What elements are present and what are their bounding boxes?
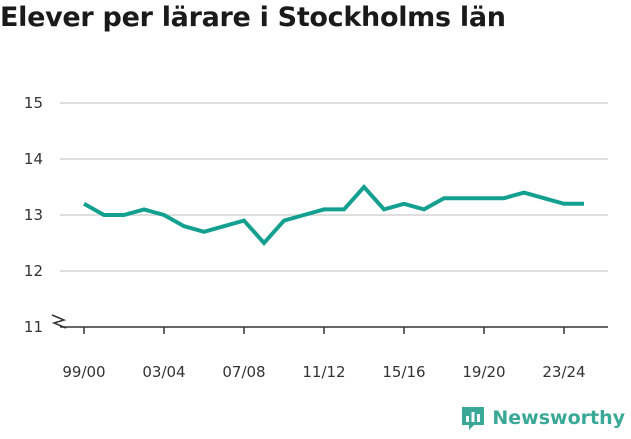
x-tick-label: 15/16 [382, 363, 425, 381]
y-tick-label: 11 [24, 318, 43, 336]
y-tick-label: 12 [24, 262, 43, 280]
newsworthy-logo-icon [462, 407, 485, 430]
x-tick-label: 23/24 [542, 363, 585, 381]
y-tick-label: 13 [24, 206, 43, 224]
y-tick-label: 15 [24, 94, 43, 112]
gridlines [60, 102, 608, 272]
x-tick-label: 07/08 [222, 363, 265, 381]
axis-break-icon [51, 314, 67, 329]
brand-logo: Newsworthy [460, 405, 625, 431]
x-tick-label: 19/20 [462, 363, 505, 381]
x-tick-label: 03/04 [142, 363, 185, 381]
x-tick-label: 99/00 [62, 363, 105, 381]
axis-break-mark [51, 314, 67, 329]
chart-title: Elever per lärare i Stockholms län [0, 2, 506, 33]
y-axis-labels: 11 12 13 14 15 [24, 94, 43, 336]
x-tick-label: 11/12 [302, 363, 345, 381]
brand-name: Newsworthy [492, 407, 625, 429]
series-line [83, 183, 584, 247]
x-axis-labels: 99/00 03/04 07/08 11/12 15/16 19/20 23/24 [62, 327, 586, 381]
y-tick-label: 14 [24, 150, 43, 168]
series-group [83, 183, 585, 247]
